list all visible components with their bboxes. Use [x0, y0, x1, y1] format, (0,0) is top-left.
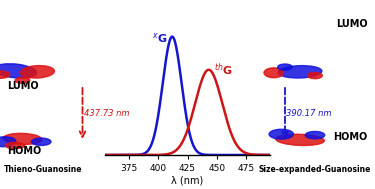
Ellipse shape	[21, 66, 54, 78]
Ellipse shape	[0, 137, 16, 147]
Ellipse shape	[0, 71, 10, 78]
Text: LUMO: LUMO	[8, 81, 39, 91]
Text: $^{th}$G: $^{th}$G	[213, 61, 232, 78]
Ellipse shape	[0, 64, 36, 78]
Text: HOMO: HOMO	[8, 146, 42, 156]
Text: Size-expanded-Guanosine: Size-expanded-Guanosine	[259, 165, 371, 174]
Ellipse shape	[305, 132, 325, 139]
Text: $^x$G: $^x$G	[152, 31, 167, 45]
Text: HOMO: HOMO	[333, 132, 368, 142]
Ellipse shape	[264, 68, 284, 78]
Ellipse shape	[269, 129, 293, 139]
Ellipse shape	[278, 64, 292, 70]
Ellipse shape	[3, 133, 42, 144]
Text: 437.73 nm: 437.73 nm	[84, 109, 130, 118]
Text: Thieno-Guanosine: Thieno-Guanosine	[4, 165, 82, 174]
Ellipse shape	[276, 134, 324, 146]
Ellipse shape	[32, 138, 51, 146]
Ellipse shape	[278, 66, 322, 78]
Ellipse shape	[308, 73, 322, 79]
Ellipse shape	[15, 77, 30, 83]
Ellipse shape	[5, 143, 25, 149]
Text: 390.17 nm: 390.17 nm	[286, 109, 331, 118]
Text: LUMO: LUMO	[336, 19, 368, 29]
X-axis label: λ (nm): λ (nm)	[171, 176, 204, 186]
